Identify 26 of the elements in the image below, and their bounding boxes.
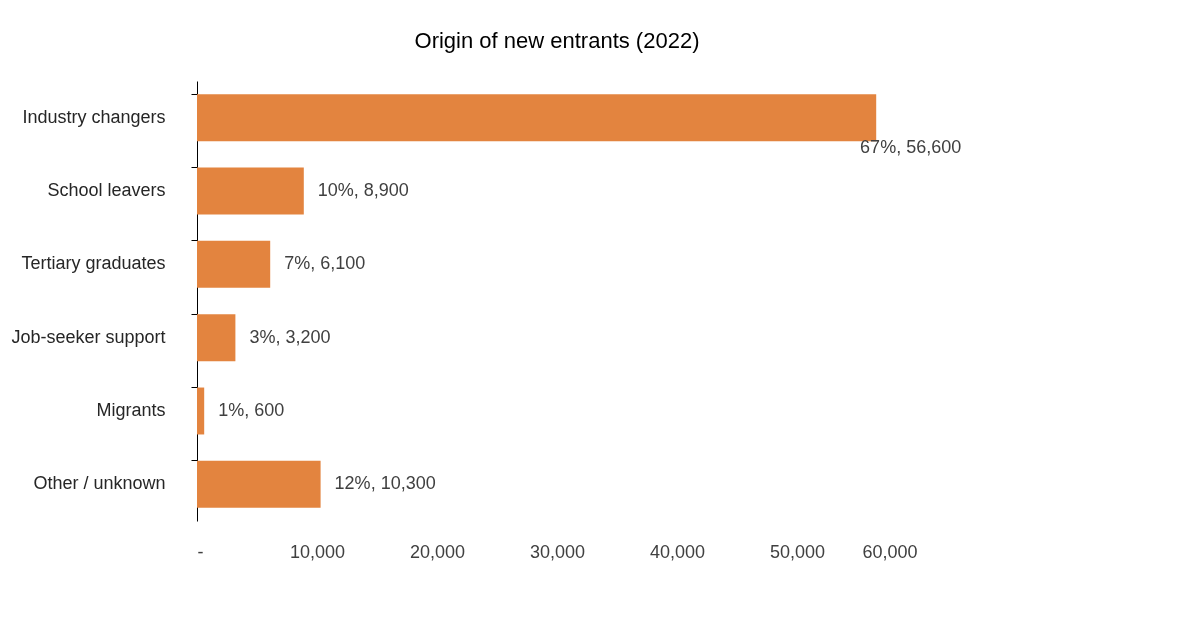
y-tick-label: Job-seeker support [11,326,166,347]
y-tick-label: Other / unknown [33,473,166,494]
data-label: 12%, 10,300 [334,473,436,494]
x-tick-label: 60,000 [862,541,918,562]
bar [197,240,271,288]
bar [197,167,304,215]
data-label: 1%, 600 [218,400,285,420]
chart-title: Origin of new entrants (2022) [414,28,700,53]
x-tick-label: 50,000 [769,541,826,562]
y-tick-label: Migrants [96,400,166,420]
data-label: 3%, 3,200 [249,326,331,347]
bar [197,387,205,435]
x-tick-label: 10,000 [289,541,346,562]
y-tick-label: Tertiary graduates [21,253,166,274]
data-label: 7%, 6,100 [284,253,366,274]
bar [197,94,877,142]
x-tick-label: - [197,541,204,562]
y-tick-label: School leavers [47,180,166,200]
data-label: 67%, 56,600 [860,136,962,157]
bar [197,314,236,362]
x-tick-label: 40,000 [649,541,706,562]
y-tick-label: Industry changers [22,106,166,127]
bar [197,460,321,508]
x-tick-label: 30,000 [529,541,586,562]
data-label: 10%, 8,900 [317,180,409,200]
x-tick-label: 20,000 [409,541,466,562]
